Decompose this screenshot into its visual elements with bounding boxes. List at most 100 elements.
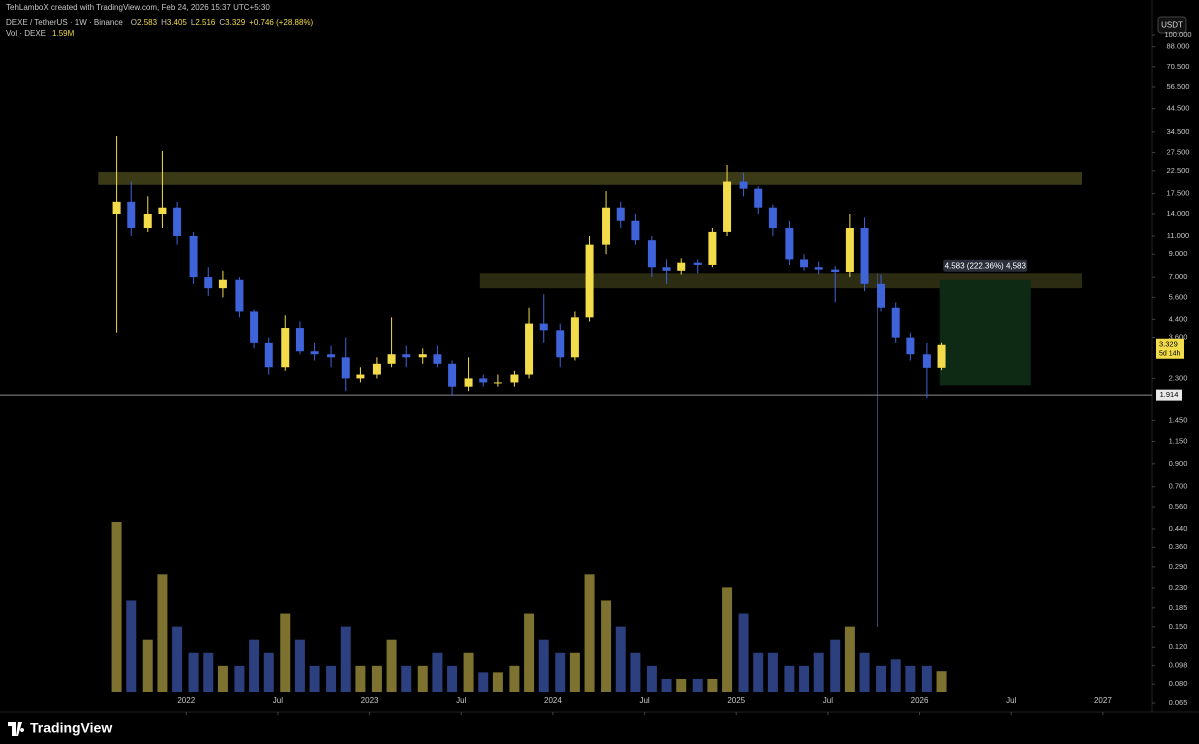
candle-body <box>723 181 732 232</box>
y-tick-label: 100.000 <box>1164 30 1191 39</box>
candle-body <box>387 354 396 364</box>
x-tick-label: Jul <box>639 696 649 705</box>
volume-bar <box>876 665 887 692</box>
candle-body <box>570 317 579 358</box>
volume-bar <box>905 665 916 692</box>
candle-body <box>585 244 594 318</box>
candle-body <box>143 214 152 229</box>
y-tick-label: 0.150 <box>1169 622 1188 631</box>
y-tick-label: 0.440 <box>1169 524 1188 533</box>
y-tick-label: 0.560 <box>1169 502 1188 511</box>
candle-body <box>510 374 519 383</box>
x-tick-label: 2022 <box>177 696 195 705</box>
x-tick-label: 2025 <box>727 696 745 705</box>
y-tick-label: 22.500 <box>1167 166 1190 175</box>
volume-bar <box>326 665 337 692</box>
volume-bar <box>936 671 947 692</box>
y-tick-label: 0.360 <box>1169 542 1188 551</box>
volume-bar <box>401 665 412 692</box>
y-tick-label: 0.080 <box>1169 679 1188 688</box>
volume-bar <box>569 652 580 692</box>
volume-bar <box>830 639 841 692</box>
volume-bar <box>172 626 183 692</box>
volume-bar <box>478 672 489 692</box>
y-tick-label: 14.000 <box>1167 209 1190 218</box>
y-tick-label: 0.230 <box>1169 583 1188 592</box>
candle-body <box>860 228 869 284</box>
y-tick-label: 70.500 <box>1167 62 1190 71</box>
legend: DEXE / TetherUS · 1W · Binance O2.583 H3.4… <box>6 18 314 27</box>
measure-label: 4.583 (222.36%) 4,583 <box>945 261 1027 270</box>
volume-bar <box>217 665 228 692</box>
measure-label-bg <box>943 259 1028 272</box>
volume-bar <box>249 639 260 692</box>
volume-bar <box>463 652 474 692</box>
candle-body <box>785 228 794 260</box>
candle-body <box>402 354 411 358</box>
volume-bar <box>294 639 305 692</box>
hline-tag-label: 1.914 <box>1160 390 1179 399</box>
candle-body <box>831 269 840 273</box>
currency-button[interactable] <box>1157 16 1187 34</box>
y-tick-label: 1.150 <box>1169 436 1188 445</box>
candle-body <box>708 231 717 265</box>
candle-body <box>295 328 304 352</box>
volume-bar <box>890 659 901 692</box>
volume-bar <box>309 665 320 692</box>
candle-body <box>877 283 886 308</box>
ohlc-value: 3.405 <box>167 18 188 27</box>
x-tick-label: 2026 <box>911 696 929 705</box>
volume-bar <box>157 574 168 692</box>
volume-bar <box>280 613 291 692</box>
candle-body <box>677 262 686 271</box>
candle-body <box>616 207 625 221</box>
volume-bar <box>524 613 535 692</box>
volume-bar <box>844 626 855 692</box>
y-tick-label: 27.500 <box>1167 148 1190 157</box>
ohlc-value: 2.583 <box>137 18 158 27</box>
x-tick-label: Jul <box>823 696 833 705</box>
candle-body <box>768 207 777 229</box>
measure-box <box>939 279 1031 386</box>
volume-bar <box>921 665 932 692</box>
candle-body <box>235 279 244 312</box>
volume-bar <box>371 665 382 692</box>
candle-body <box>372 363 381 375</box>
volume-legend: Vol · DEXE 1.59M <box>6 29 75 38</box>
volume-bar <box>355 665 366 692</box>
zone <box>98 172 1082 185</box>
volume-bar <box>584 574 595 692</box>
y-tick-label: 17.500 <box>1167 189 1190 198</box>
candle-body <box>356 374 365 379</box>
candle-body <box>602 207 611 245</box>
symbol: DEXE / TetherUS · 1W · Binance <box>6 18 123 27</box>
last-price: 3.329 <box>1159 340 1178 349</box>
volume-bar <box>447 665 458 692</box>
zone <box>479 273 1082 289</box>
y-tick-label: 34.500 <box>1167 127 1190 136</box>
y-tick-label: 0.065 <box>1169 698 1188 707</box>
candle-body <box>556 330 565 358</box>
volume-bar <box>799 665 810 692</box>
volume-bar <box>646 665 657 692</box>
currency[interactable]: USDT <box>1161 21 1183 30</box>
candle-body <box>539 323 548 331</box>
volume-bar <box>784 665 795 692</box>
y-tick-label: 3.600 <box>1169 333 1188 342</box>
candle-body <box>310 351 319 355</box>
y-tick-label: 4.400 <box>1169 314 1188 323</box>
y-tick-label: 11.000 <box>1167 231 1189 240</box>
volume-bar <box>722 587 733 692</box>
y-tick-label: 5.600 <box>1169 292 1188 301</box>
y-tick-label: 88.000 <box>1167 42 1190 51</box>
y-tick-label: 7.000 <box>1169 272 1188 281</box>
volume-bar <box>432 652 443 692</box>
ohlc-value: 3.329 <box>225 18 246 27</box>
volume-legend-label: Vol · DEXE <box>6 29 46 38</box>
x-tick-label: 2027 <box>1094 696 1112 705</box>
candle-body <box>662 267 671 271</box>
x-tick-label: Jul <box>456 696 466 705</box>
candle-body <box>631 220 640 241</box>
candle-body <box>937 344 946 368</box>
y-tick-label: 0.900 <box>1169 459 1188 468</box>
